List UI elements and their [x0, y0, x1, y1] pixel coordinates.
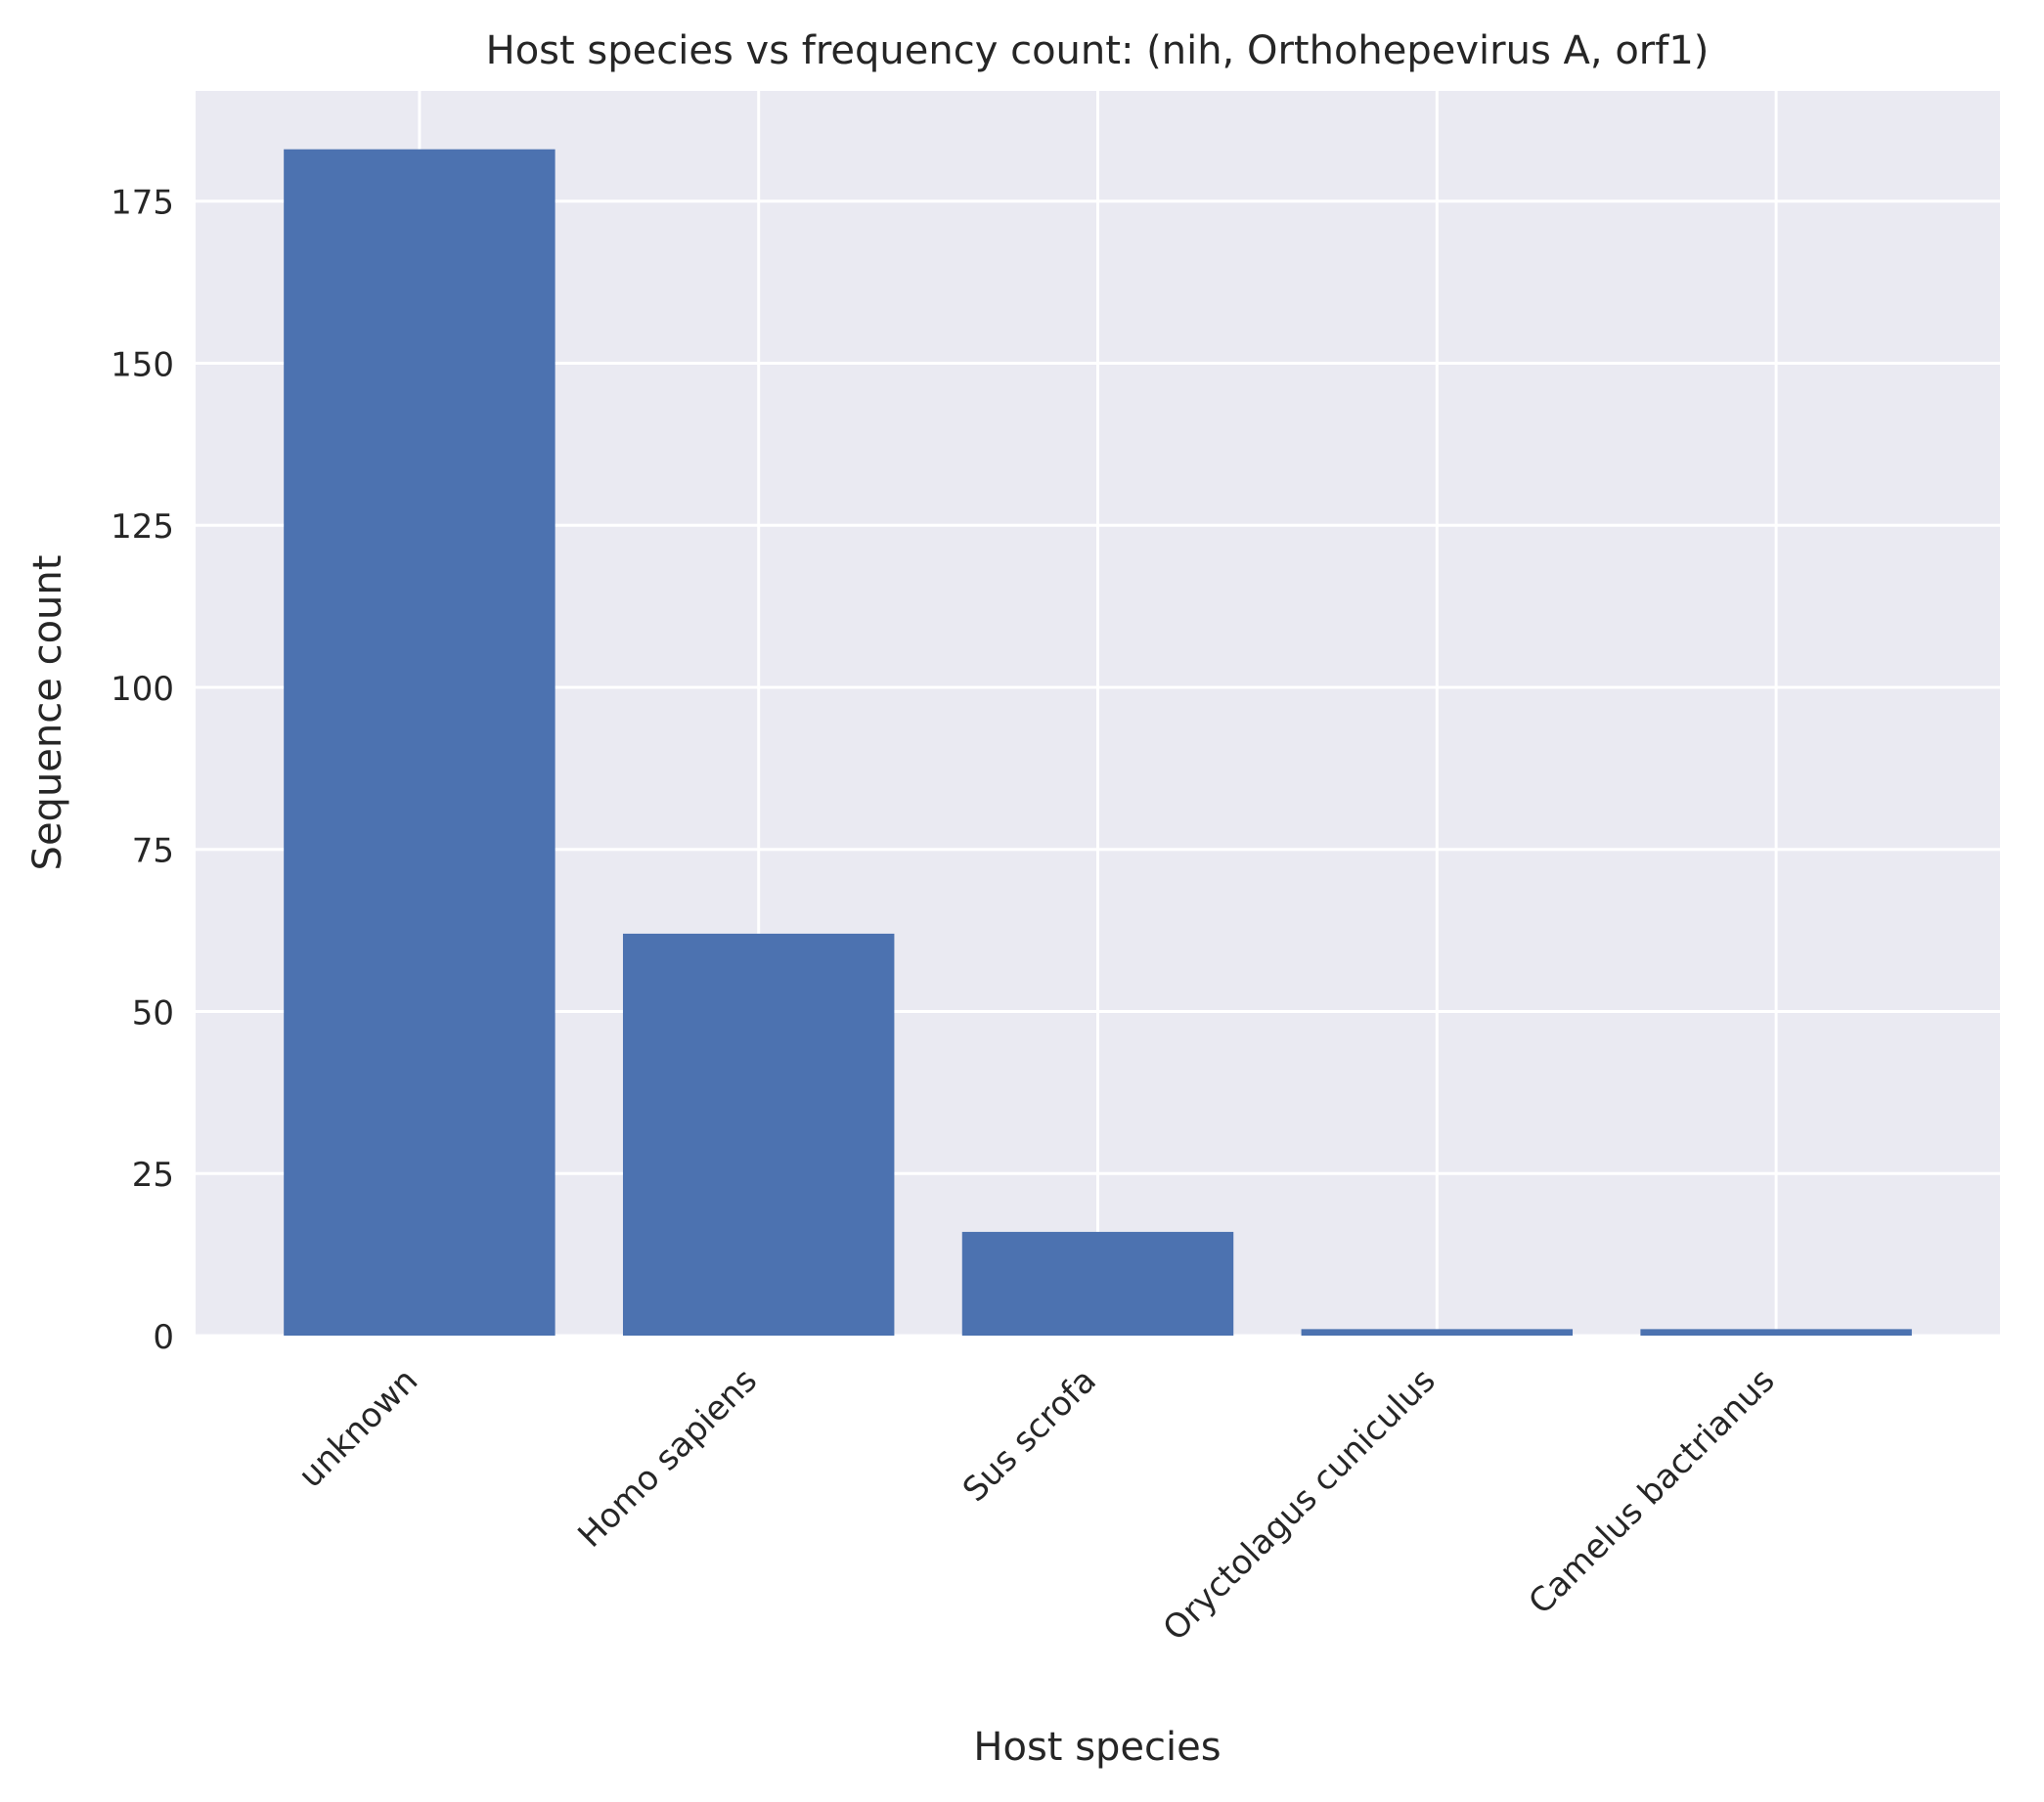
- y-tick-label: 125: [111, 507, 174, 547]
- x-tick-labels: unknown Homo sapiens Sus scrofa Oryctolagus…: [291, 1361, 1783, 1648]
- bar: [622, 933, 895, 1336]
- y-tick-label: 175: [111, 184, 174, 223]
- x-tick-label: Homo sapiens: [570, 1361, 765, 1556]
- y-tick-label: 150: [111, 345, 174, 384]
- bars: [284, 149, 1912, 1336]
- y-tick-label: 100: [111, 670, 174, 709]
- bar: [961, 1231, 1234, 1336]
- y-axis-label: Sequence count: [25, 555, 70, 871]
- y-tick-label: 50: [132, 993, 174, 1033]
- x-tick-label: Camelus bactrianus: [1521, 1361, 1782, 1622]
- x-tick-label: Sus scrofa: [955, 1361, 1104, 1510]
- x-tick-label: Oryctolagus cuniculus: [1156, 1361, 1444, 1648]
- bar: [1301, 1329, 1574, 1336]
- y-tick-label: 0: [153, 1318, 174, 1357]
- y-tick-label: 25: [132, 1156, 174, 1195]
- y-tick-label: 75: [132, 832, 174, 871]
- x-tick-label: unknown: [291, 1361, 426, 1496]
- bar: [1640, 1329, 1912, 1336]
- x-axis-label: Host species: [973, 1725, 1221, 1770]
- chart-title: Host species vs frequency count: (nih, O…: [486, 28, 1710, 73]
- y-tick-labels: 0 25 50 75 100 125 150 175: [111, 184, 174, 1357]
- bar: [284, 149, 555, 1336]
